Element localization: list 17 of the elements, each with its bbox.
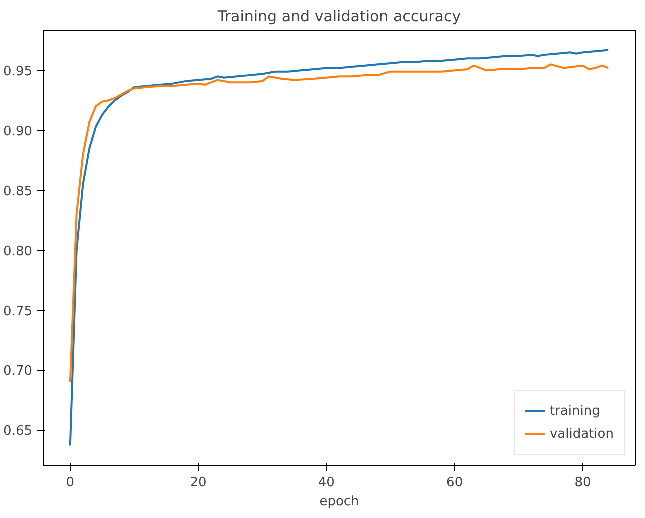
x-tick-label: 40: [318, 476, 335, 490]
y-tick-label: 0.90: [4, 124, 33, 140]
x-tick-label: 0: [66, 476, 75, 490]
y-tick-label: 0.65: [4, 424, 33, 440]
legend-label: validation: [550, 426, 614, 442]
x-tick-label: 20: [190, 476, 207, 490]
chart-title: Training and validation accuracy: [216, 8, 462, 26]
line-series: [69, 64, 610, 384]
legend-label: training: [550, 404, 600, 418]
y-tick-label: 0.75: [4, 304, 33, 320]
x-axis-title: epoch: [320, 494, 360, 510]
x-tick-label: 80: [574, 476, 592, 490]
y-tick-label: 0.95: [4, 64, 33, 80]
y-tick-label: 0.80: [4, 244, 33, 260]
y-tick-label: 0.70: [4, 364, 33, 380]
y-tick-label: 0.85: [4, 184, 33, 200]
x-tick-label: 60: [446, 476, 464, 490]
